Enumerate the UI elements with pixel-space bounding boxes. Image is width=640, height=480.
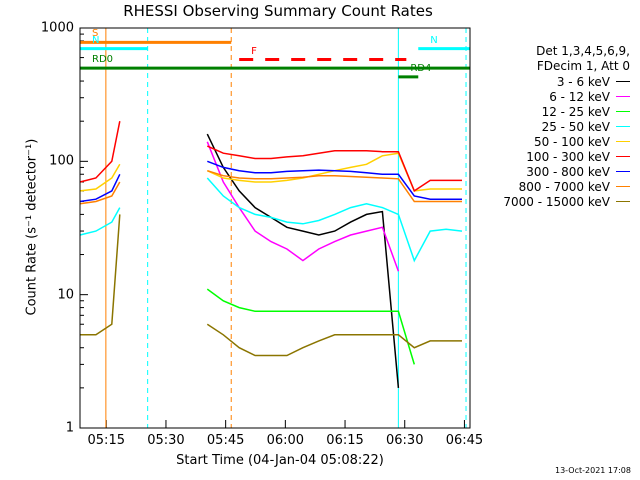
legend-item: 12 - 25 keV [480,104,630,119]
x-tick-label: 05:30 [147,433,185,448]
series-line [207,160,462,200]
legend-swatch [616,81,630,82]
flag-label: F [251,45,257,57]
flag-label: RD0 [92,54,114,66]
series-line [79,163,121,192]
legend-item: 50 - 100 keV [480,134,630,149]
x-tick-label: 05:45 [206,433,245,448]
timestamp: 13-Oct-2021 17:08 [555,466,631,475]
legend-label: 25 - 50 keV [541,119,610,134]
y-tick-label: 10 [57,287,74,303]
series-line [79,121,121,183]
legend-swatch [616,186,630,187]
legend-label: 300 - 800 keV [526,164,610,179]
legend-swatch [616,201,630,202]
legend-header-line: Det 1,3,4,5,6,9, [536,44,630,58]
plot-frame [79,27,471,429]
y-tick-label: 1 [65,420,74,436]
legend-swatch [616,171,630,172]
y-tick-label: 1000 [40,20,74,36]
series-line [207,169,462,203]
series-line [206,145,462,193]
series-line [206,323,462,357]
x-tick-label: 05:15 [87,433,125,448]
series-line [80,214,121,336]
series-line [79,173,121,203]
legend-label: 50 - 100 keV [533,134,610,149]
legend-label: 12 - 25 keV [541,104,610,119]
x-tick-label: 06:45 [445,433,484,448]
flag-label: N [430,34,438,46]
legend-label: 800 - 7000 keV [518,179,610,194]
flag-label: RD4 [410,62,432,74]
legend-swatch [616,96,630,97]
y-tick-label: 100 [49,153,74,169]
legend-label: 7000 - 15000 keV [503,194,610,209]
series-line [79,181,121,205]
legend-swatch [616,111,630,112]
series-line [79,207,121,236]
legend-swatch [616,141,630,142]
flag-label: N [92,34,100,46]
legend-item: 6 - 12 keV [480,89,630,104]
series-line [206,177,463,263]
legend-label: 100 - 300 keV [526,149,610,164]
legend: Det 1,3,4,5,6,9, FDecim 1, Att 0 3 - 6 k… [480,44,630,209]
legend-item: 7000 - 15000 keV [480,194,630,209]
x-tick-label: 06:15 [326,433,364,448]
legend-item: 800 - 7000 keV [480,179,630,194]
legend-label: 6 - 12 keV [549,89,610,104]
legend-label: 3 - 6 keV [556,74,610,89]
x-tick-label: 06:00 [266,433,305,448]
series-line [206,141,400,272]
legend-item: 300 - 800 keV [480,164,630,179]
legend-item: 3 - 6 keV [480,74,630,89]
legend-item: 25 - 50 keV [480,119,630,134]
legend-swatch [616,156,630,157]
legend-header-line: FDecim 1, Att 0 [536,59,630,73]
chart-title: RHESSI Observing Summary Count Rates [123,2,433,20]
x-tick-label: 06:30 [386,433,424,448]
legend-item: 100 - 300 keV [480,149,630,164]
series-line [206,288,416,365]
legend-swatch [616,126,630,127]
flag-label: S [92,28,99,40]
x-axis-label: Start Time (04-Jan-04 05:08:22) [176,453,384,468]
series-line [206,133,400,388]
